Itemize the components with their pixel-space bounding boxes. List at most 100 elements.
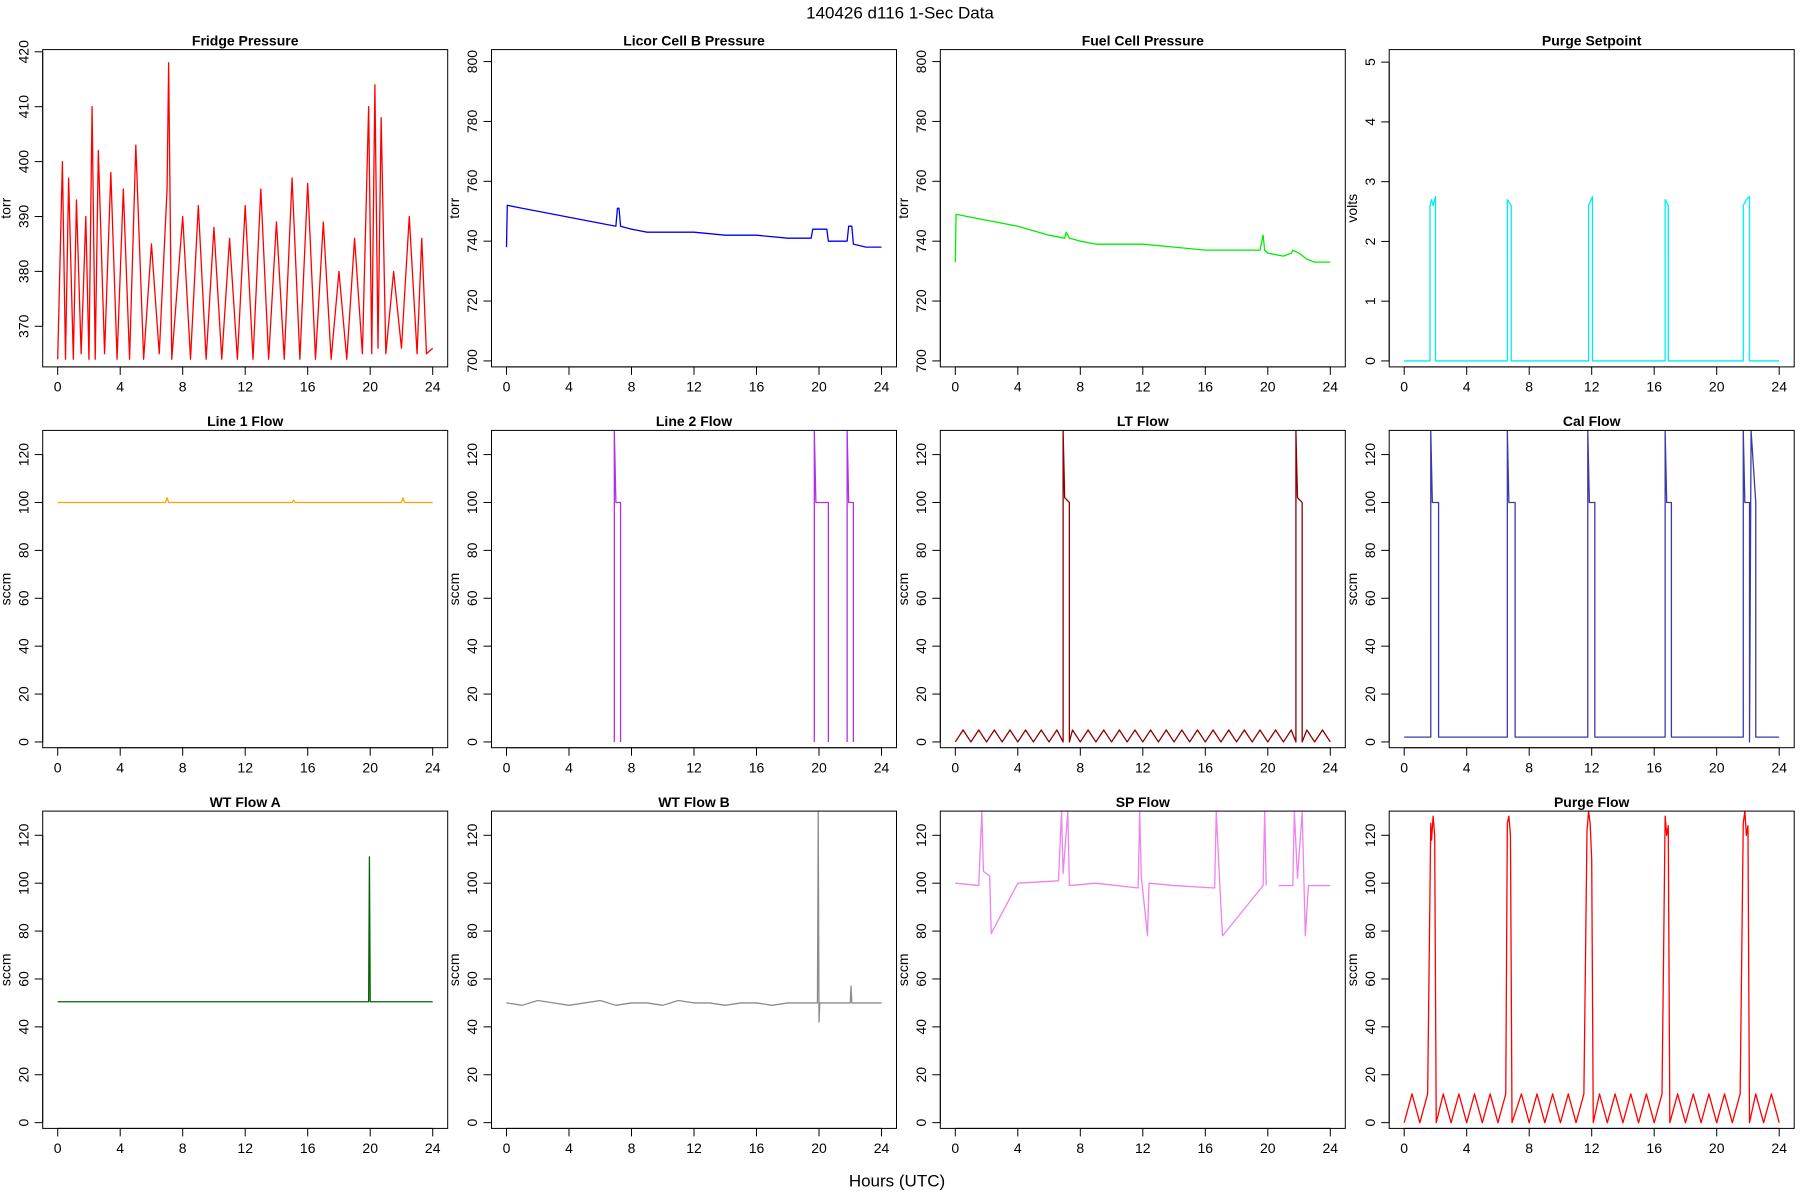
- x-tick-label: 0: [54, 379, 62, 395]
- x-tick-label: 20: [362, 759, 378, 775]
- panel: Fuel Cell Pressure torr 0 4 8 12 16 20 24 700 720 7…: [895, 32, 1346, 395]
- x-tick-label: 16: [1198, 759, 1214, 775]
- x-tick-label: 12: [1135, 759, 1151, 775]
- x-tick-label: 24: [1323, 759, 1339, 775]
- y-tick-label: 20: [15, 686, 31, 702]
- x-tick-label: 24: [1323, 379, 1339, 395]
- panel-title: SP Flow: [1116, 794, 1170, 810]
- y-tick-label: 700: [464, 349, 480, 373]
- y-tick-label: 60: [913, 971, 929, 987]
- y-tick-label: 0: [15, 738, 31, 746]
- x-tick-label: 0: [1400, 379, 1408, 395]
- y-tick-label: 80: [464, 542, 480, 558]
- y-tick-label: 80: [1362, 923, 1378, 939]
- x-tick-label: 0: [54, 1140, 62, 1156]
- y-tick-label: 0: [913, 738, 929, 746]
- panel-title: WT Flow A: [210, 794, 281, 810]
- plot-frame: [1388, 49, 1795, 368]
- y-tick-label: 80: [15, 542, 31, 558]
- panel: Cal Flow sccm 0 4 8 12 16 20 24 0 20 40 60 80 100 120: [1344, 413, 1795, 775]
- x-tick-label: 16: [749, 759, 765, 775]
- data-line: [57, 856, 433, 1003]
- x-tick-label: 16: [300, 759, 316, 775]
- data-line: [1404, 430, 1780, 743]
- data-line: [955, 811, 1331, 937]
- x-tick-label: 0: [54, 759, 62, 775]
- x-tick-label: 4: [1463, 379, 1471, 395]
- y-tick-label: 60: [1362, 971, 1378, 987]
- y-tick-label: 40: [464, 638, 480, 654]
- x-axis-title: Hours (UTC): [849, 1171, 945, 1190]
- x-tick-label: 20: [1260, 1140, 1276, 1156]
- y-axis-title: sccm: [895, 953, 911, 986]
- panel-title: Fridge Pressure: [192, 32, 299, 48]
- x-tick-label: 16: [300, 1140, 316, 1156]
- x-tick-label: 12: [1584, 379, 1600, 395]
- y-tick-label: 20: [913, 686, 929, 702]
- panel-title: Cal Flow: [1563, 413, 1621, 429]
- y-tick-label: 40: [1362, 638, 1378, 654]
- x-tick-label: 20: [811, 1140, 827, 1156]
- x-tick-label: 24: [425, 379, 441, 395]
- y-axis-title: torr: [446, 197, 462, 218]
- x-tick-label: 8: [1525, 759, 1533, 775]
- x-tick-label: 8: [179, 379, 187, 395]
- y-tick-label: 60: [464, 971, 480, 987]
- x-tick-label: 8: [1525, 379, 1533, 395]
- x-tick-label: 4: [1014, 759, 1022, 775]
- x-tick-label: 4: [116, 1140, 124, 1156]
- x-tick-label: 0: [951, 379, 959, 395]
- y-axis-title: sccm: [1344, 953, 1360, 986]
- y-tick-label: 100: [913, 871, 929, 895]
- x-tick-label: 24: [1323, 1140, 1339, 1156]
- y-tick-label: 40: [913, 1019, 929, 1035]
- x-tick-label: 24: [1771, 1140, 1787, 1156]
- x-tick-label: 16: [300, 379, 316, 395]
- y-tick-label: 100: [1362, 871, 1378, 895]
- y-tick-label: 60: [913, 590, 929, 606]
- panel: SP Flow sccm 0 4 8 12 16 20 24 0 20 40 60 80 100 120: [895, 794, 1346, 1156]
- y-tick-label: 120: [15, 823, 31, 847]
- y-tick-label: 5: [1362, 58, 1378, 66]
- x-tick-label: 12: [686, 759, 702, 775]
- y-tick-label: 1: [1362, 297, 1378, 305]
- y-tick-label: 40: [913, 638, 929, 654]
- panel: Purge Flow sccm 0 4 8 12 16 20 24 0 20 40 60 80 100 120: [1344, 794, 1795, 1156]
- y-tick-label: 20: [464, 1067, 480, 1083]
- y-tick-label: 120: [464, 443, 480, 467]
- panel-title: LT Flow: [1117, 413, 1169, 429]
- y-tick-label: 60: [15, 971, 31, 987]
- y-axis-title: sccm: [1344, 573, 1360, 606]
- y-tick-label: 100: [464, 871, 480, 895]
- data-line: [954, 430, 1331, 743]
- y-tick-label: 20: [15, 1067, 31, 1083]
- x-tick-label: 12: [237, 1140, 253, 1156]
- y-tick-label: 80: [15, 923, 31, 939]
- y-tick-label: 20: [1362, 1067, 1378, 1083]
- y-tick-label: 120: [464, 823, 480, 847]
- y-tick-label: 2: [1362, 237, 1378, 245]
- x-tick-label: 20: [1709, 759, 1725, 775]
- y-tick-label: 120: [15, 443, 31, 467]
- data-line: [1404, 195, 1780, 362]
- x-tick-label: 20: [1709, 1140, 1725, 1156]
- x-tick-label: 0: [1400, 759, 1408, 775]
- plot-frame: [939, 810, 1346, 1129]
- y-tick-label: 100: [15, 491, 31, 515]
- data-line: [506, 811, 882, 1023]
- x-tick-label: 8: [628, 759, 636, 775]
- y-tick-label: 100: [913, 491, 929, 515]
- x-tick-label: 12: [686, 1140, 702, 1156]
- x-tick-label: 12: [1584, 759, 1600, 775]
- x-tick-label: 4: [1014, 1140, 1022, 1156]
- y-axis-title: torr: [895, 197, 911, 218]
- plot-frame: [1388, 429, 1795, 749]
- x-tick-label: 24: [425, 759, 441, 775]
- plot-frame: [491, 49, 897, 368]
- y-tick-label: 60: [1362, 590, 1378, 606]
- panel: Licor Cell B Pressure torr 0 4 8 12 16 20 24 700 7…: [446, 32, 897, 395]
- plot-frame: [939, 429, 1346, 749]
- y-tick-label: 40: [15, 638, 31, 654]
- x-tick-label: 16: [1198, 1140, 1214, 1156]
